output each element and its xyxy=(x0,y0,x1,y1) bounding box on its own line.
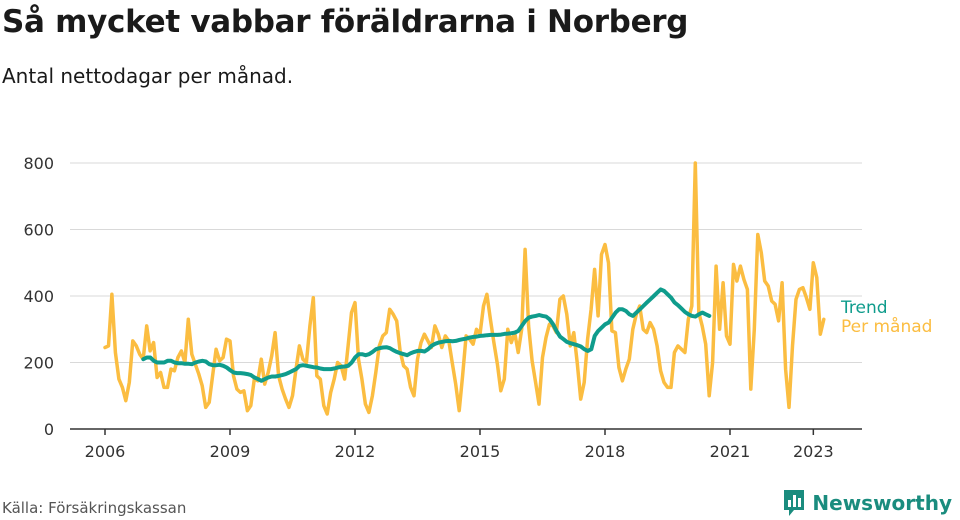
y-tick-label: 800 xyxy=(23,154,54,173)
series-line-trend xyxy=(141,287,712,383)
y-tick-label: 600 xyxy=(23,221,54,240)
x-tick-label: 2018 xyxy=(585,442,626,461)
source-note: Källa: Försäkringskassan xyxy=(2,499,187,517)
x-tick-label: 2023 xyxy=(793,442,834,461)
x-tick-label: 2006 xyxy=(85,442,126,461)
y-tick-label: 0 xyxy=(44,420,54,439)
legend-label-trend: Trend xyxy=(840,298,888,318)
x-tick-label: 2012 xyxy=(335,442,376,461)
legend-label-per-manad: Per månad xyxy=(841,316,932,337)
x-tick-label: 2021 xyxy=(710,442,751,461)
y-tick-label: 200 xyxy=(23,354,54,373)
y-axis-ticks: 0 200 400 600 800 xyxy=(23,154,54,439)
series-line-per-manad xyxy=(103,161,826,416)
x-axis-ticks: 2006 2009 2012 2015 2018 2021 2023 xyxy=(85,429,834,461)
page-subtitle: Antal nettodagar per månad. xyxy=(2,64,294,88)
x-tick-label: 2009 xyxy=(210,442,251,461)
brand-logo: Newsworthy xyxy=(782,488,952,518)
x-tick-label: 2015 xyxy=(460,442,501,461)
newsworthy-logo-icon xyxy=(784,490,805,516)
y-tick-label: 400 xyxy=(23,287,54,306)
brand-name: Newsworthy xyxy=(812,491,952,515)
page-title: Så mycket vabbar föräldrarna i Norberg xyxy=(2,4,689,40)
